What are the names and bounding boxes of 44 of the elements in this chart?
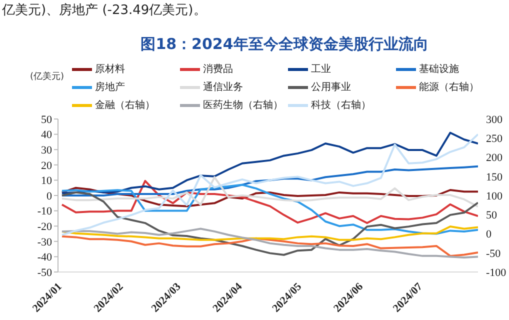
legend-label: 金融（右轴） [95,98,155,112]
y2-tick-label: 300 [486,114,503,126]
y-tick-label: -20 [37,221,52,234]
line-series [60,191,478,256]
y2-tick-label: -100 [486,266,507,279]
y-tick-label: 40 [41,129,52,142]
y-axis-title: (亿美元) [30,70,64,83]
y-tick-label: -40 [37,252,52,264]
y-tick-label: -50 [37,266,52,279]
y2-tick-label: 150 [486,171,503,184]
legend-label: 原材料 [95,62,125,76]
y-tick-label: -10 [37,206,52,218]
legend-label: 房地产 [95,80,125,94]
line-series [60,184,478,235]
legend-label: 基础设施 [419,62,459,76]
line-series [60,132,478,194]
line-series [60,186,478,208]
line-series [60,133,478,236]
y2-tick-label: 250 [486,133,503,146]
line-series [60,176,478,208]
y-tick-label: -30 [37,236,52,248]
y2-tick-label: -50 [486,248,502,260]
y-tick-label: 30 [41,144,52,157]
legend-label: 科技（右轴） [311,98,371,112]
text: 亿美元)、房地产 (-23.49亿美元)。 [2,2,206,19]
y2-tick-label: 50 [486,210,498,222]
y-tick-label: 20 [41,160,52,172]
y2-tick-label: 100 [486,190,503,202]
legend-label: 公用事业 [311,80,351,94]
chart-title: 图18：2024年至今全球资金美股行业流向 [140,35,430,54]
legend-label: 工业 [311,62,331,76]
y-tick-label: 0 [46,190,52,202]
y-tick-label: 10 [41,175,52,188]
legend-label: 通信业务 [203,80,243,94]
line-series [60,228,478,258]
y2-tick-label: 200 [486,152,503,164]
line-series [60,165,478,196]
y-tick-label: 50 [41,114,52,126]
y2-tick-label: 0 [486,228,492,241]
legend-label: 医药生物（右轴） [203,98,283,112]
legend-label: 能源（右轴） [419,80,479,94]
line-series [60,235,478,257]
line-series [60,180,478,224]
legend-label: 消费品 [203,62,233,76]
